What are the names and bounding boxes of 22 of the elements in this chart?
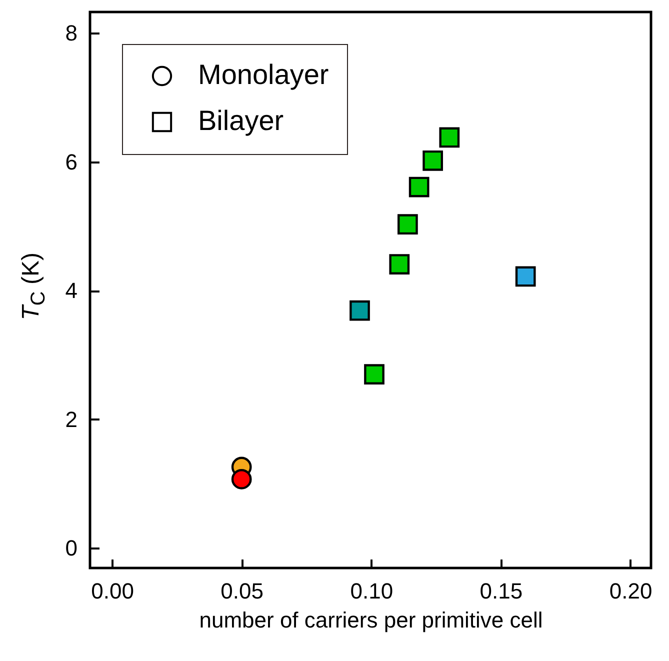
x-axis-title: number of carriers per primitive cell: [199, 608, 543, 632]
point: [398, 214, 418, 235]
legend-label: Bilayer: [198, 105, 284, 136]
y-tick-label: 8: [65, 20, 78, 46]
x-tick-label: 0.05: [220, 578, 264, 604]
x-tick-label: 0.10: [350, 578, 394, 604]
point: [389, 254, 410, 274]
point: [364, 364, 384, 384]
x-tick-label: 0.00: [91, 578, 134, 604]
point: [439, 127, 460, 148]
point: [231, 469, 252, 490]
x-tick-label: 0.15: [480, 578, 523, 604]
y-tick-label: 4: [65, 278, 78, 304]
y-tick-label: 6: [65, 149, 78, 174]
y-tick-label: 2: [65, 406, 78, 432]
point: [350, 300, 370, 321]
legend-label: Monolayer: [198, 59, 329, 90]
point: [422, 150, 443, 171]
point: [515, 266, 536, 287]
x-tick-label: 0.20: [609, 578, 652, 604]
point: [408, 176, 430, 198]
y-tick-label: 0: [65, 536, 78, 561]
